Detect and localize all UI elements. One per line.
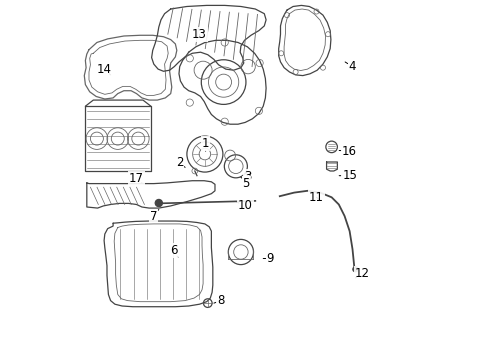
Text: 10: 10	[237, 199, 252, 212]
Text: 5: 5	[241, 177, 249, 190]
Text: 6: 6	[169, 244, 178, 257]
Text: 4: 4	[345, 60, 356, 73]
Text: 9: 9	[263, 252, 274, 265]
Text: 8: 8	[213, 294, 224, 307]
Text: 12: 12	[354, 267, 369, 280]
Text: 3: 3	[244, 170, 251, 183]
Text: 11: 11	[308, 191, 324, 204]
Text: 16: 16	[339, 145, 356, 158]
Circle shape	[352, 267, 357, 272]
Text: 15: 15	[339, 169, 356, 182]
Circle shape	[155, 199, 162, 207]
Text: 17: 17	[129, 172, 143, 185]
Text: 1: 1	[202, 137, 209, 151]
Text: 13: 13	[192, 28, 206, 41]
Text: 2: 2	[176, 156, 185, 168]
Text: 14: 14	[97, 63, 111, 76]
Text: 7: 7	[149, 210, 159, 222]
